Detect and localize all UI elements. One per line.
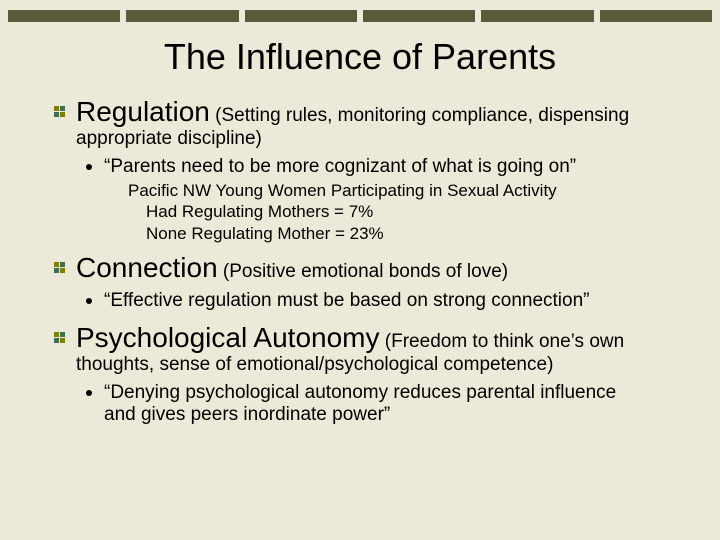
detail-title: Pacific NW Young Women Participating in … — [128, 180, 644, 201]
quote-text: “Effective regulation must be based on s… — [104, 290, 590, 311]
bar-segment — [245, 10, 357, 22]
section-heading: Connection — [76, 252, 218, 283]
quad-bullet-icon — [54, 106, 66, 118]
content-area: Regulation (Setting rules, monitoring co… — [0, 96, 720, 426]
quote-text: “Parents need to be more cognizant of wh… — [104, 156, 576, 177]
round-bullet-icon — [86, 390, 92, 396]
quad-bullet-icon — [54, 332, 66, 344]
detail-line: None Regulating Mother = 23% — [146, 223, 644, 244]
sub-quote: “Parents need to be more cognizant of wh… — [104, 156, 644, 178]
sub-quote: “Denying psychological autonomy reduces … — [104, 382, 644, 426]
detail-block: Pacific NW Young Women Participating in … — [128, 180, 644, 244]
section-autonomy: Psychological Autonomy (Freedom to think… — [76, 322, 644, 376]
bar-segment — [363, 10, 475, 22]
section-connection: Connection (Positive emotional bonds of … — [76, 252, 644, 284]
round-bullet-icon — [86, 298, 92, 304]
bar-segment — [600, 10, 712, 22]
bar-segment — [8, 10, 120, 22]
bar-segment — [126, 10, 238, 22]
top-decoration-bars — [0, 0, 720, 22]
section-heading: Psychological Autonomy — [76, 322, 380, 353]
quote-text: “Denying psychological autonomy reduces … — [104, 382, 616, 425]
detail-line: Had Regulating Mothers = 7% — [146, 201, 644, 222]
section-description: (Positive emotional bonds of love) — [218, 261, 508, 282]
quad-bullet-icon — [54, 262, 66, 274]
round-bullet-icon — [86, 164, 92, 170]
slide-title: The Influence of Parents — [0, 36, 720, 78]
section-heading: Regulation — [76, 96, 210, 127]
bar-segment — [481, 10, 593, 22]
section-regulation: Regulation (Setting rules, monitoring co… — [76, 96, 644, 150]
sub-quote: “Effective regulation must be based on s… — [104, 290, 644, 312]
